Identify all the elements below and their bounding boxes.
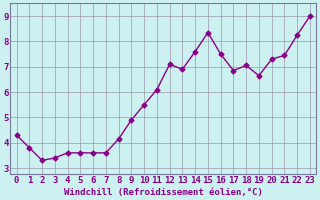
- X-axis label: Windchill (Refroidissement éolien,°C): Windchill (Refroidissement éolien,°C): [64, 188, 263, 197]
